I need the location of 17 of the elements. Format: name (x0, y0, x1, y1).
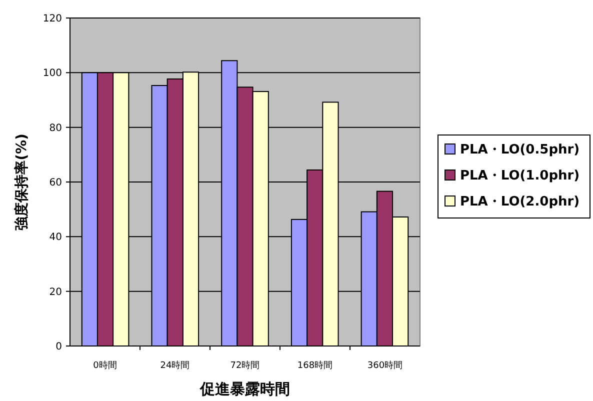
x-tick-label: 0時間 (93, 360, 117, 371)
legend-label: PLA・LO(0.5phr) (460, 142, 580, 158)
y-tick-label: 80 (49, 122, 62, 134)
x-tick-label: 360時間 (367, 360, 403, 371)
y-tick-label: 0 (56, 342, 62, 352)
x-axis-title: 促進暴露時間 (199, 380, 290, 398)
legend-label: PLA・LO(1.0phr) (460, 168, 580, 184)
x-tick-label: 72時間 (230, 360, 260, 371)
y-tick-label: 40 (49, 232, 62, 244)
y-axis-title: 強度保持率(%) (13, 134, 30, 230)
y-tick-label: 100 (42, 68, 62, 80)
y-tick-label: 60 (49, 178, 62, 188)
legend-label: PLA・LO(2.0phr) (460, 194, 580, 210)
y-tick-label: 120 (42, 14, 62, 24)
y-tick-label: 20 (49, 286, 62, 298)
x-tick-label: 24時間 (160, 360, 190, 371)
x-tick-label: 168時間 (297, 360, 333, 371)
